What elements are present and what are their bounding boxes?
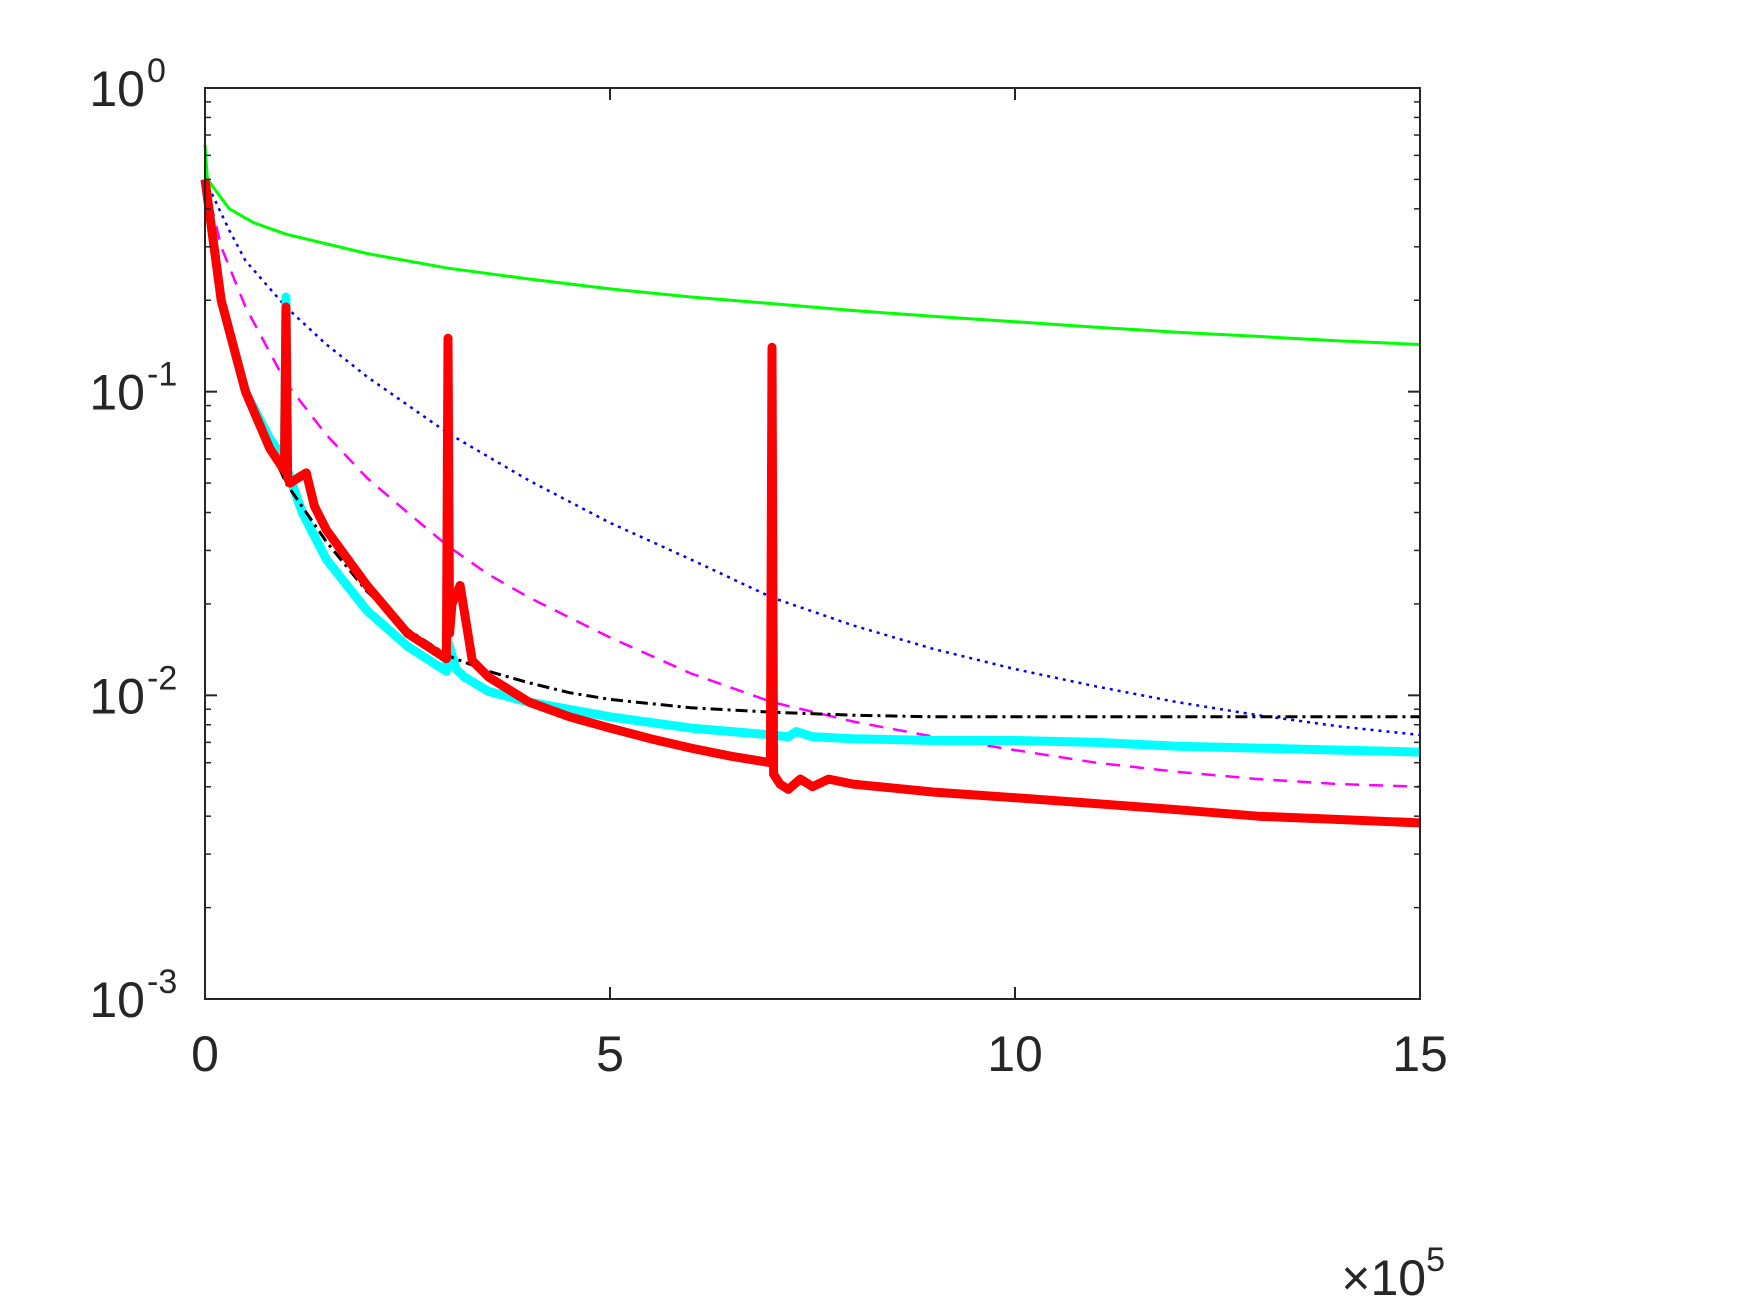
y-tick-label: 10: [89, 668, 145, 724]
y-tick-label-exponent: 0: [147, 52, 166, 90]
y-tick-label: 10: [89, 972, 145, 1028]
y-tick-label-base: 10: [89, 668, 145, 724]
y-tick-label-base: 10: [89, 365, 145, 421]
y-tick-label-base: 10: [89, 972, 145, 1028]
x-tick-labels: 0 5 10 15: [191, 1026, 1448, 1082]
series-line-6: [200, 178, 1421, 828]
y-tick-label-base: 10: [89, 61, 145, 117]
x-tick-label: 5: [596, 1026, 624, 1082]
x-multiplier-times: ×: [1341, 1250, 1370, 1306]
y-tick-label-exponent: -2: [147, 659, 177, 697]
y-tick-label-exponent: -3: [147, 963, 177, 1001]
x-multiplier-exponent: 5: [1426, 1241, 1445, 1279]
series-layer: [200, 144, 1421, 828]
y-tick-label: 10: [89, 61, 145, 117]
plot-area: [205, 88, 1420, 999]
x-tick-label: 0: [191, 1026, 219, 1082]
x-multiplier-base: 10: [1370, 1250, 1426, 1306]
x-tick-label: 10: [987, 1026, 1043, 1082]
x-axis-multiplier: ×105: [1341, 1241, 1445, 1306]
y-tick-label: 10: [89, 365, 145, 421]
plot-frame: [204, 87, 1421, 1000]
series-line-1: [203, 144, 1421, 346]
y-tick-label-exponent: -1: [147, 356, 177, 394]
series-line-4: [200, 178, 1421, 757]
series-line-3: [203, 179, 1421, 788]
x-tick-label: 15: [1392, 1026, 1448, 1082]
tick-layer: [204, 87, 1421, 1000]
series-line-5: [203, 179, 1420, 719]
